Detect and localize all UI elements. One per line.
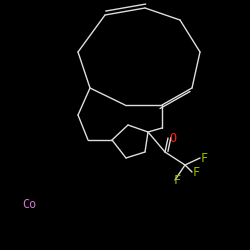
Text: F: F [201,152,208,164]
Text: F: F [174,174,181,186]
Text: F: F [193,166,200,178]
Text: O: O [169,132,176,145]
Text: Co: Co [22,198,36,211]
